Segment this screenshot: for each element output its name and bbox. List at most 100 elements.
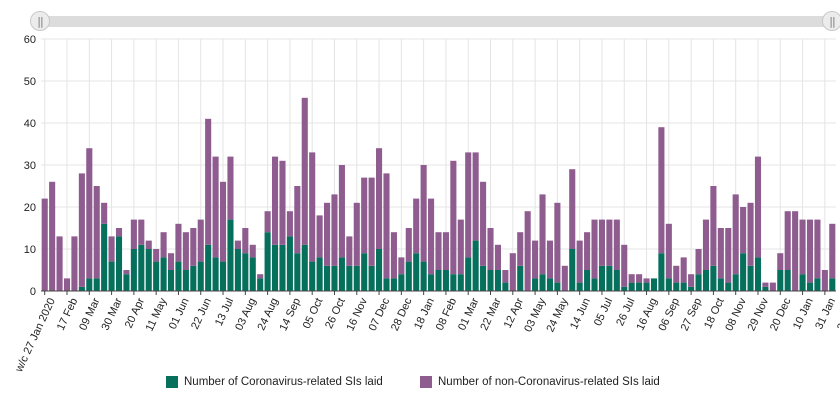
bar-covid[interactable] [777,270,784,291]
bar-covid[interactable] [160,257,167,291]
bar-covid[interactable] [190,265,197,291]
bar-non-covid[interactable] [242,228,249,254]
bar-non-covid[interactable] [806,219,814,283]
bar-non-covid[interactable] [71,236,78,291]
bar-non-covid[interactable] [695,249,702,275]
bar-non-covid[interactable] [257,274,264,279]
bar-covid[interactable] [732,274,739,291]
bar-non-covid[interactable] [688,274,695,287]
bar-non-covid[interactable] [346,236,353,266]
bar-covid[interactable] [598,265,606,291]
bar-covid[interactable] [271,244,279,291]
bar-covid[interactable] [279,244,286,291]
bar-non-covid[interactable] [361,177,368,254]
bar-non-covid[interactable] [219,181,227,262]
bar-covid[interactable] [435,270,442,291]
bar-covid[interactable] [673,282,680,291]
bar-covid[interactable] [740,253,747,291]
bar-covid[interactable] [390,278,397,291]
range-scrollbar[interactable]: || || [30,10,840,34]
bar-non-covid[interactable] [561,265,568,291]
bar-covid[interactable] [636,282,643,291]
bar-non-covid[interactable] [413,198,420,254]
bar-covid[interactable] [680,282,687,291]
bar-covid[interactable] [584,270,591,291]
bar-non-covid[interactable] [554,202,561,283]
scrollbar-right-handle[interactable]: || [822,11,840,31]
bar-non-covid[interactable] [584,232,591,270]
bar-covid[interactable] [494,270,501,291]
bar-non-covid[interactable] [665,223,672,279]
bar-covid[interactable] [702,270,710,291]
bar-non-covid[interactable] [390,232,397,279]
bar-covid[interactable] [487,270,494,291]
bar-non-covid[interactable] [428,198,435,275]
bar-non-covid[interactable] [398,257,405,275]
bar-non-covid[interactable] [628,274,635,283]
bar-non-covid[interactable] [234,240,241,249]
bar-covid[interactable] [465,257,472,291]
bar-covid[interactable] [309,261,316,291]
bar-covid[interactable] [405,261,412,291]
bar-non-covid[interactable] [286,211,293,237]
bar-covid[interactable] [242,253,249,291]
bar-non-covid[interactable] [702,219,710,270]
scrollbar-left-handle[interactable]: || [30,11,50,31]
bar-non-covid[interactable] [331,194,338,266]
bar-non-covid[interactable] [673,265,680,283]
bar-non-covid[interactable] [613,219,620,270]
legend-item-non-covid[interactable]: Number of non-Coronavirus-related SIs la… [420,376,660,388]
bar-non-covid[interactable] [264,211,271,233]
bar-covid[interactable] [420,261,427,291]
bar-covid[interactable] [829,278,836,291]
bar-covid[interactable] [658,253,665,291]
bar-non-covid[interactable] [368,177,375,266]
bar-non-covid[interactable] [792,211,799,291]
bar-non-covid[interactable] [405,228,412,262]
bar-covid[interactable] [286,236,293,291]
bar-non-covid[interactable] [606,219,613,266]
bar-non-covid[interactable] [420,165,427,262]
bar-non-covid[interactable] [123,270,130,275]
bar-covid[interactable] [554,282,561,291]
bar-non-covid[interactable] [249,244,256,258]
bar-non-covid[interactable] [205,118,212,245]
bar-covid[interactable] [368,265,375,291]
bar-non-covid[interactable] [747,202,754,266]
bar-covid[interactable] [123,274,130,291]
bar-covid[interactable] [86,278,93,291]
bar-covid[interactable] [301,244,308,291]
bar-non-covid[interactable] [821,270,828,291]
bar-covid[interactable] [234,249,241,291]
bar-covid[interactable] [762,286,769,291]
bar-non-covid[interactable] [93,186,100,279]
bar-non-covid[interactable] [338,165,345,258]
bar-non-covid[interactable] [279,160,286,245]
bar-non-covid[interactable] [56,236,63,291]
bar-non-covid[interactable] [784,211,791,270]
bar-covid[interactable] [316,257,323,291]
bar-non-covid[interactable] [316,215,323,258]
bar-non-covid[interactable] [309,152,316,262]
scrollbar-track[interactable] [42,16,828,27]
bar-non-covid[interactable] [509,253,516,291]
bar-non-covid[interactable] [754,156,762,258]
bar-non-covid[interactable] [167,253,175,270]
bar-non-covid[interactable] [732,194,739,275]
bar-covid[interactable] [754,257,762,291]
bar-non-covid[interactable] [680,257,687,283]
bar-covid[interactable] [784,270,791,291]
bar-non-covid[interactable] [725,228,732,283]
bar-non-covid[interactable] [621,244,628,287]
bar-non-covid[interactable] [636,274,643,283]
bar-non-covid[interactable] [227,156,234,220]
bar-covid[interactable] [219,261,227,291]
legend-item-covid[interactable]: Number of Coronavirus-related SIs laid [166,376,383,388]
bar-covid[interactable] [532,278,539,291]
bar-non-covid[interactable] [175,223,182,262]
bar-non-covid[interactable] [383,173,390,279]
bar-covid[interactable] [257,278,264,291]
bar-non-covid[interactable] [569,169,576,249]
bar-covid[interactable] [747,265,754,291]
bar-covid[interactable] [695,274,702,291]
